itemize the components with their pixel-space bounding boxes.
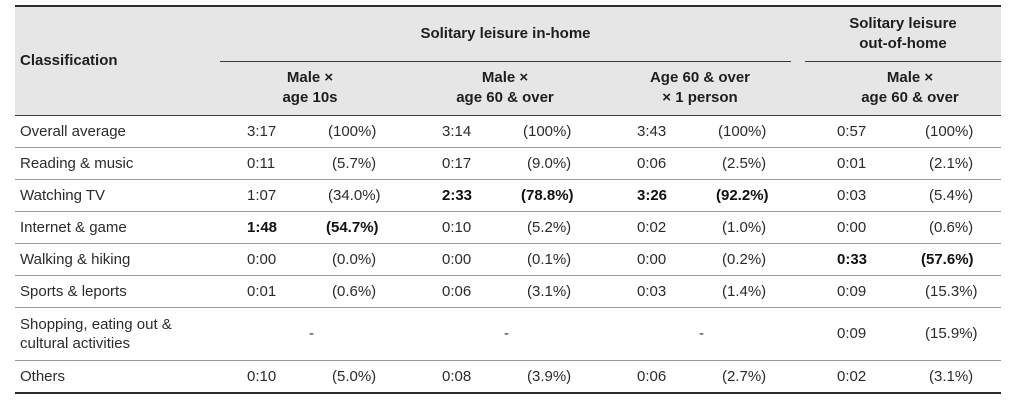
row-separator bbox=[15, 243, 1001, 244]
table-top-rule bbox=[15, 5, 1001, 7]
row-label: Others bbox=[20, 368, 66, 385]
row-label: Sports & leports bbox=[20, 283, 127, 300]
cell-percent: (5.7%) bbox=[332, 155, 377, 172]
cell-percent: (1.4%) bbox=[722, 283, 767, 300]
cell-time: 0:17 bbox=[442, 155, 472, 172]
row-label-line1: Shopping, eating out & bbox=[20, 316, 172, 333]
cell-time: 0:09 bbox=[837, 283, 867, 300]
col3-header-line2: × 1 person bbox=[662, 89, 738, 106]
cell-percent: (34.0%) bbox=[328, 187, 381, 204]
cell-percent: (2.5%) bbox=[722, 155, 767, 172]
cell-percent: (100%) bbox=[925, 123, 974, 140]
col2-header-line1: Male × bbox=[481, 69, 529, 86]
col1-header-line2: age 10s bbox=[282, 89, 338, 106]
header-bottom-rule bbox=[15, 115, 1001, 116]
cell-percent: (5.0%) bbox=[332, 368, 377, 385]
cell-time: 0:03 bbox=[637, 283, 667, 300]
cell-percent: (0.0%) bbox=[332, 251, 377, 268]
cell-percent-highlight: (92.2%) bbox=[716, 187, 769, 204]
col1-header-line1: Male × bbox=[286, 69, 334, 86]
cell-empty-dash: - bbox=[504, 325, 509, 342]
col2-header-line2: age 60 & over bbox=[456, 89, 554, 106]
cell-percent: (1.0%) bbox=[722, 219, 767, 236]
cell-percent: (100%) bbox=[523, 123, 572, 140]
table-header-background bbox=[15, 5, 1001, 116]
cell-time: 0:11 bbox=[247, 155, 276, 172]
cell-percent: (100%) bbox=[328, 123, 377, 140]
cell-time-highlight: 1:48 bbox=[247, 219, 278, 236]
row-separator bbox=[15, 179, 1001, 180]
table-bottom-rule bbox=[15, 392, 1001, 394]
row-label: Walking & hiking bbox=[20, 251, 131, 268]
cell-percent: (3.9%) bbox=[527, 368, 572, 385]
cell-percent: (0.2%) bbox=[722, 251, 767, 268]
cell-percent: (5.4%) bbox=[929, 187, 974, 204]
col4-header-line1: Male × bbox=[886, 69, 934, 86]
cell-time: 0:00 bbox=[637, 251, 667, 268]
col3-header-line1: Age 60 & over bbox=[649, 69, 751, 86]
cell-time: 0:06 bbox=[442, 283, 472, 300]
cell-time-highlight: 0:33 bbox=[837, 251, 868, 268]
cell-time: 0:10 bbox=[442, 219, 472, 236]
cell-time: 0:08 bbox=[442, 368, 472, 385]
cell-time: 0:09 bbox=[837, 325, 867, 342]
row-label-line2: cultural activities bbox=[20, 335, 131, 352]
cell-empty-dash: - bbox=[309, 325, 314, 342]
cell-percent: (2.7%) bbox=[722, 368, 767, 385]
cell-time: 0:06 bbox=[637, 155, 667, 172]
cell-time: 0:57 bbox=[837, 123, 867, 140]
out-home-group-rule bbox=[805, 61, 1001, 62]
cell-percent: (9.0%) bbox=[527, 155, 572, 172]
cell-percent: (3.1%) bbox=[527, 283, 572, 300]
cell-time: 0:00 bbox=[837, 219, 867, 236]
cell-time: 0:06 bbox=[637, 368, 667, 385]
in-home-group-rule bbox=[220, 61, 791, 62]
cell-percent: (5.2%) bbox=[527, 219, 572, 236]
cell-time: 3:43 bbox=[637, 123, 667, 140]
cell-time-highlight: 3:26 bbox=[637, 187, 668, 204]
cell-time: 0:00 bbox=[442, 251, 472, 268]
cell-time-highlight: 2:33 bbox=[442, 187, 473, 204]
cell-time: 3:14 bbox=[442, 123, 472, 140]
cell-time: 1:07 bbox=[247, 187, 277, 204]
cell-time: 0:02 bbox=[837, 368, 867, 385]
cell-percent: (0.6%) bbox=[929, 219, 974, 236]
cell-percent: (0.1%) bbox=[527, 251, 572, 268]
classification-header: Classification bbox=[20, 52, 118, 69]
cell-time: 0:01 bbox=[247, 283, 277, 300]
leisure-time-table: Classification Solitary leisure in-home … bbox=[15, 5, 1001, 395]
cell-percent: (100%) bbox=[718, 123, 767, 140]
cell-time: 0:01 bbox=[837, 155, 867, 172]
col4-header-line2: age 60 & over bbox=[861, 89, 959, 106]
out-home-group-header-line2: out-of-home bbox=[859, 35, 947, 52]
row-label: Internet & game bbox=[20, 219, 127, 236]
cell-time: 0:02 bbox=[637, 219, 667, 236]
row-label: Reading & music bbox=[20, 155, 134, 172]
cell-percent: (2.1%) bbox=[929, 155, 974, 172]
row-label: Watching TV bbox=[20, 187, 106, 204]
cell-time: 0:03 bbox=[837, 187, 867, 204]
row-separator bbox=[15, 275, 1001, 276]
cell-percent: (15.3%) bbox=[925, 283, 978, 300]
cell-percent-highlight: (57.6%) bbox=[921, 251, 974, 268]
cell-percent-highlight: (78.8%) bbox=[521, 187, 574, 204]
cell-time: 3:17 bbox=[247, 123, 277, 140]
row-separator bbox=[15, 360, 1001, 361]
out-home-group-header-line1: Solitary leisure bbox=[849, 15, 957, 32]
cell-time: 0:10 bbox=[247, 368, 277, 385]
row-separator bbox=[15, 147, 1001, 148]
cell-time: 0:00 bbox=[247, 251, 277, 268]
cell-percent-highlight: (54.7%) bbox=[326, 219, 379, 236]
row-separator bbox=[15, 211, 1001, 212]
in-home-group-header: Solitary leisure in-home bbox=[420, 25, 591, 42]
cell-percent: (3.1%) bbox=[929, 368, 974, 385]
row-separator bbox=[15, 307, 1001, 308]
cell-percent: (0.6%) bbox=[332, 283, 377, 300]
row-label: Overall average bbox=[20, 123, 126, 140]
cell-percent: (15.9%) bbox=[925, 325, 978, 342]
cell-empty-dash: - bbox=[699, 325, 704, 342]
